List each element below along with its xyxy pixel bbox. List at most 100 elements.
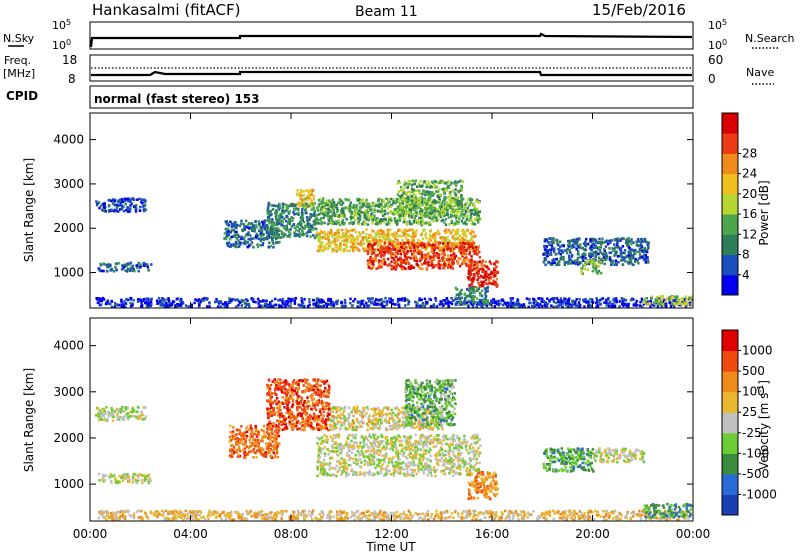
range-cell	[360, 302, 363, 306]
range-cell	[593, 263, 596, 266]
range-cell	[322, 201, 325, 204]
colorbar-tick-label: 12	[742, 227, 757, 241]
range-cell	[459, 247, 462, 251]
range-cell	[267, 216, 270, 219]
range-cell	[447, 184, 450, 188]
range-cell	[292, 210, 295, 214]
range-cell	[358, 218, 362, 221]
range-cell	[572, 240, 575, 244]
range-cell	[467, 198, 470, 201]
range-cell	[365, 215, 368, 219]
range-cell	[136, 266, 139, 270]
range-cell	[551, 237, 554, 240]
range-cell	[432, 233, 435, 236]
range-cell	[272, 242, 275, 245]
range-cell	[367, 304, 371, 307]
range-cell	[216, 305, 220, 308]
range-cell	[459, 200, 462, 203]
range-cell	[310, 193, 313, 196]
range-cell	[256, 297, 260, 301]
range-cell	[643, 247, 647, 250]
range-cell	[227, 241, 231, 244]
nave-tick-bottom: 0	[708, 72, 716, 86]
range-cell	[380, 249, 383, 252]
range-cell	[577, 250, 580, 253]
range-cell	[127, 199, 130, 203]
range-cell	[312, 197, 315, 201]
range-cell	[634, 304, 638, 307]
range-cell	[400, 215, 403, 219]
nsearch-tick-bottom: 100	[708, 38, 727, 52]
range-cell	[352, 512, 355, 515]
range-cell	[396, 208, 400, 212]
range-cell	[416, 263, 419, 267]
range-cell	[470, 282, 474, 285]
range-cell	[425, 257, 428, 261]
range-cell	[606, 239, 609, 243]
range-cell	[299, 192, 302, 195]
range-cell	[457, 222, 460, 225]
range-cell	[260, 237, 263, 241]
range-cell	[568, 239, 572, 243]
range-cell	[555, 297, 559, 300]
range-cell	[356, 301, 360, 305]
range-cell	[447, 244, 450, 248]
range-cell	[532, 297, 535, 301]
range-cell	[276, 204, 280, 208]
range-cell	[642, 300, 646, 304]
range-cell	[307, 196, 311, 200]
range-cell	[502, 299, 505, 302]
range-cell	[413, 246, 416, 249]
range-cell	[649, 517, 653, 521]
range-cell	[405, 221, 408, 225]
range-cell	[601, 297, 605, 300]
range-cell	[418, 206, 421, 210]
range-cell	[267, 245, 270, 249]
range-cell	[488, 273, 491, 277]
range-cell	[444, 208, 447, 212]
range-cell	[412, 266, 416, 269]
range-cell	[484, 272, 487, 275]
range-cell	[454, 298, 457, 301]
range-cell	[449, 265, 452, 269]
range-cell	[598, 298, 602, 302]
range-cell	[339, 243, 342, 246]
range-cell	[619, 251, 623, 254]
range-cell	[405, 246, 408, 249]
range-cell	[420, 244, 423, 247]
range-cell	[287, 304, 290, 308]
range-cell	[435, 509, 438, 513]
range-cell	[408, 203, 411, 207]
range-cell	[625, 241, 628, 244]
range-cell	[570, 246, 573, 250]
range-cell	[599, 246, 602, 249]
range-cell	[278, 205, 282, 208]
nsky-panel: N.Sky 105 100 105 100 N.Search	[3, 18, 795, 52]
range-cell	[446, 266, 450, 269]
range-cell	[364, 249, 367, 252]
range-cell	[394, 200, 397, 204]
range-cell	[281, 223, 284, 226]
range-cell	[396, 249, 399, 253]
range-cell	[453, 222, 457, 225]
range-cell	[563, 297, 566, 300]
range-cell	[660, 299, 663, 302]
range-cell	[622, 304, 625, 308]
range-cell	[469, 197, 472, 201]
range-cell	[359, 240, 363, 243]
range-cell	[358, 216, 362, 220]
range-cell	[266, 206, 270, 210]
range-cell	[575, 242, 578, 245]
range-cell	[382, 250, 385, 254]
range-cell	[382, 305, 385, 309]
range-cell	[485, 265, 488, 269]
range-cell	[471, 260, 474, 263]
range-cell	[142, 298, 146, 301]
range-cell	[602, 241, 605, 244]
range-cell	[332, 208, 335, 211]
range-cell	[371, 203, 374, 207]
range-cell	[397, 179, 400, 183]
range-cell	[374, 250, 377, 253]
range-cell	[568, 256, 571, 260]
range-cell	[404, 252, 408, 256]
